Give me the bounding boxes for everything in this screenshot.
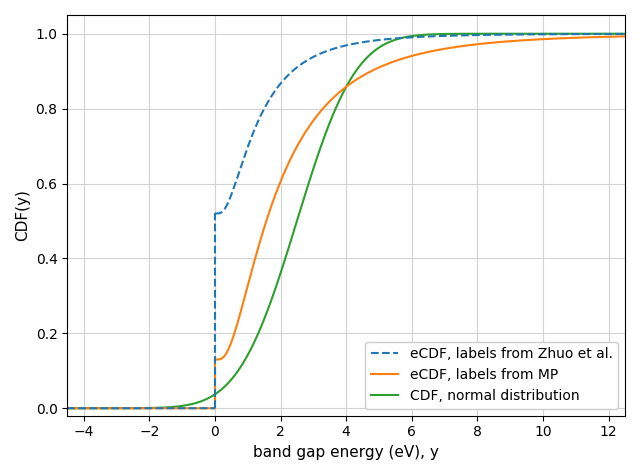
CDF, normal distribution: [72, 405, 79, 411]
eCDF, labels from MP: [637, 33, 640, 39]
Line: CDF, normal distribution: CDF, normal distribution: [51, 34, 640, 408]
eCDF, labels from MP: [550, 36, 557, 41]
eCDF, labels from MP: [417, 51, 424, 57]
eCDF, labels from Zhuo et al.: [550, 31, 557, 37]
CDF, normal distribution: [163, 405, 170, 410]
CDF, normal distribution: [606, 31, 614, 37]
CDF, normal distribution: [50, 405, 58, 411]
Legend: eCDF, labels from Zhuo et al., eCDF, labels from MP, CDF, normal distribution: eCDF, labels from Zhuo et al., eCDF, lab…: [365, 342, 618, 409]
CDF, normal distribution: [336, 97, 344, 103]
CDF, normal distribution: [47, 405, 54, 411]
eCDF, labels from Zhuo et al.: [435, 33, 443, 39]
eCDF, labels from Zhuo et al.: [243, 146, 251, 152]
eCDF, labels from Zhuo et al.: [637, 31, 640, 37]
Line: eCDF, labels from MP: eCDF, labels from MP: [215, 36, 640, 360]
Y-axis label: CDF(y): CDF(y): [15, 190, 30, 241]
eCDF, labels from Zhuo et al.: [211, 210, 219, 216]
eCDF, labels from MP: [211, 357, 219, 362]
Line: eCDF, labels from Zhuo et al.: eCDF, labels from Zhuo et al.: [215, 34, 640, 213]
eCDF, labels from MP: [243, 286, 251, 292]
eCDF, labels from Zhuo et al.: [248, 134, 255, 140]
eCDF, labels from MP: [435, 47, 443, 53]
eCDF, labels from MP: [248, 269, 255, 275]
eCDF, labels from MP: [213, 357, 221, 362]
CDF, normal distribution: [637, 31, 640, 37]
eCDF, labels from Zhuo et al.: [417, 34, 424, 40]
CDF, normal distribution: [83, 405, 90, 411]
X-axis label: band gap energy (eV), y: band gap energy (eV), y: [253, 445, 439, 460]
eCDF, labels from Zhuo et al.: [213, 210, 221, 216]
